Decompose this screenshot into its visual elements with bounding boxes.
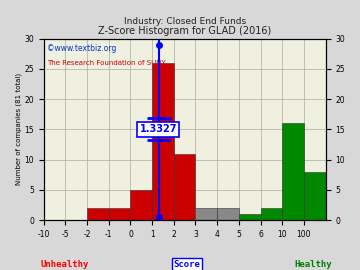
- Title: Z-Score Histogram for GLAD (2016): Z-Score Histogram for GLAD (2016): [98, 26, 271, 36]
- Bar: [109, 208, 130, 220]
- Bar: [282, 123, 304, 220]
- Bar: [130, 190, 152, 220]
- Bar: [261, 208, 282, 220]
- Bar: [152, 63, 174, 220]
- Y-axis label: Number of companies (81 total): Number of companies (81 total): [15, 73, 22, 185]
- Text: Healthy: Healthy: [294, 260, 332, 269]
- Bar: [239, 214, 261, 220]
- Text: ©www.textbiz.org: ©www.textbiz.org: [46, 44, 116, 53]
- Text: Score: Score: [174, 260, 201, 269]
- Text: Unhealthy: Unhealthy: [41, 260, 89, 269]
- Bar: [87, 208, 109, 220]
- Text: Industry: Closed End Funds: Industry: Closed End Funds: [123, 17, 246, 26]
- Bar: [304, 172, 325, 220]
- Bar: [217, 208, 239, 220]
- Bar: [195, 208, 217, 220]
- Bar: [174, 154, 195, 220]
- Text: 1.3327: 1.3327: [140, 124, 177, 134]
- Text: The Research Foundation of SUNY: The Research Foundation of SUNY: [46, 60, 165, 66]
